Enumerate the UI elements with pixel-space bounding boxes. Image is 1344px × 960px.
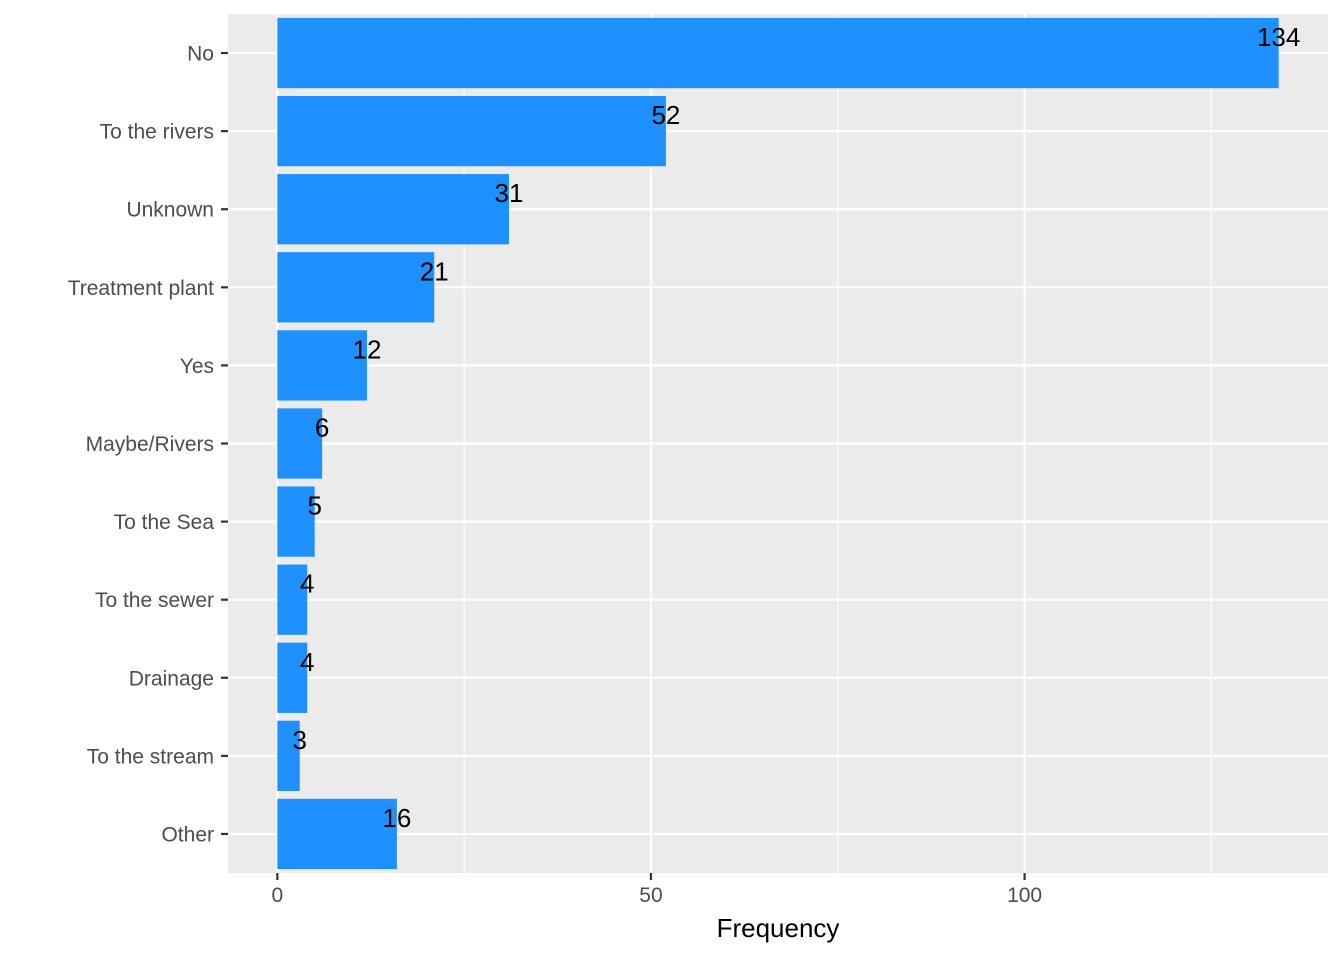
y-tick-label: Other [161, 823, 214, 846]
y-tick-label: Treatment plant [68, 277, 214, 300]
y-tick-label: No [187, 43, 214, 66]
data-label: 12 [353, 334, 382, 364]
y-tick-label: Drainage [129, 667, 214, 690]
bar [277, 252, 435, 323]
x-axis: 0 50 100 [271, 873, 1042, 907]
data-label: 31 [495, 178, 524, 208]
bar [277, 486, 315, 557]
y-tick-label: To the sewer [95, 589, 214, 612]
y-tick-label: Maybe/Rivers [86, 433, 214, 456]
data-label: 4 [300, 647, 314, 677]
bar [277, 17, 1279, 89]
y-axis: No To the rivers Unknown Treatment plant Yes… [68, 43, 228, 846]
bar [277, 798, 397, 870]
y-tick-label: Yes [180, 355, 214, 378]
x-tick-label: 100 [1007, 884, 1042, 907]
y-tick-label: Unknown [126, 199, 214, 222]
y-tick-label: To the rivers [100, 121, 214, 144]
data-label: 52 [651, 100, 680, 130]
bar [277, 720, 300, 792]
data-label: 3 [293, 725, 307, 755]
data-label: 134 [1257, 22, 1300, 52]
x-tick-label: 50 [639, 884, 662, 907]
bar [277, 642, 308, 713]
data-labels: 134 52 31 21 12 6 5 4 4 3 16 [293, 22, 1301, 833]
bar [277, 174, 509, 245]
bar [277, 330, 367, 401]
x-tick-label: 0 [271, 884, 283, 907]
data-label: 21 [420, 256, 449, 286]
bar [277, 95, 666, 167]
bar [277, 408, 323, 479]
data-label: 6 [315, 413, 329, 443]
data-label: 5 [307, 491, 321, 521]
data-label: 16 [382, 803, 411, 833]
y-tick-label: To the stream [87, 745, 214, 768]
bars [277, 17, 1279, 870]
y-tick-label: To the Sea [114, 511, 215, 534]
data-label: 4 [300, 569, 314, 599]
x-axis-title: Frequency [717, 913, 840, 943]
bar [277, 564, 308, 635]
